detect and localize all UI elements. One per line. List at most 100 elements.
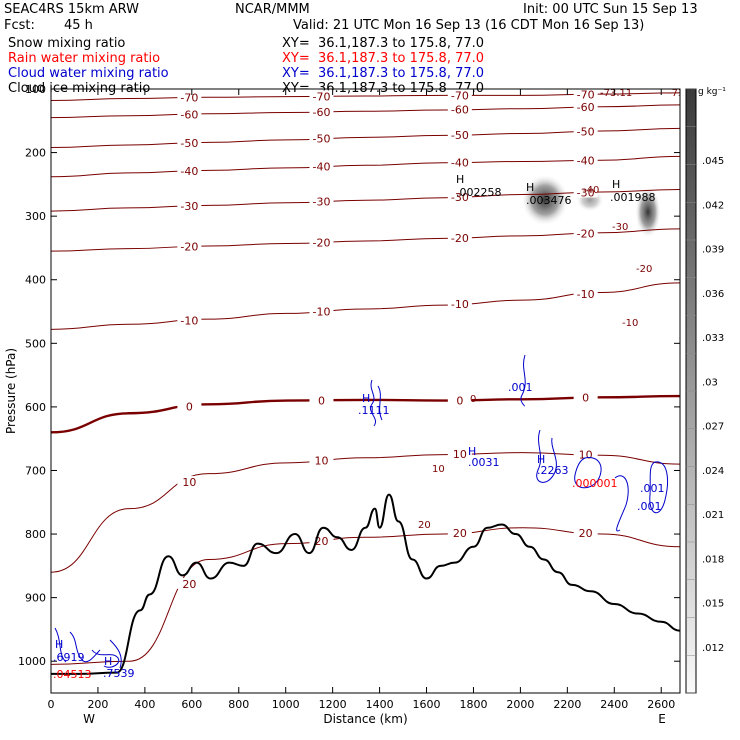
terrain [51, 493, 680, 675]
field-annotation: .001 [508, 381, 533, 394]
contour-label-extra: -40 [583, 185, 599, 196]
y-tick-label: 600 [25, 401, 46, 414]
field-annotation: H [612, 178, 620, 191]
field-annotation: H [55, 638, 63, 651]
contour-label-bg [177, 400, 202, 412]
contour-label: -60 [180, 108, 198, 121]
x-tick-label: 2000 [506, 698, 534, 711]
endpoint-right: E [658, 712, 666, 726]
field-annotation: .000001 [572, 477, 618, 490]
field-annotation: .2263 [537, 464, 569, 477]
center-title: NCAR/MMM [235, 2, 310, 17]
colorbar-tick-label: .033 [702, 333, 724, 344]
contour-label-bg [177, 108, 202, 120]
endpoint-left: W [83, 712, 95, 726]
contour-label: 20 [579, 527, 593, 540]
contour-label: -30 [451, 191, 469, 204]
contour-label-bg [573, 448, 598, 460]
colorbar-tick-label: .018 [702, 554, 724, 565]
contour-label-bg [573, 89, 598, 100]
forecast-label: Fcst: [4, 18, 35, 33]
contour-label: -50 [451, 129, 469, 142]
y-tick-label: 300 [25, 210, 46, 223]
contour-label: -70 [577, 88, 595, 101]
contour-label: 10 [182, 476, 196, 489]
field-annotation: .001 [637, 500, 662, 513]
contour-label-bg [573, 125, 598, 137]
contour-label: -50 [180, 137, 198, 150]
contour-label-bg [447, 394, 472, 406]
contour-label: 0 [318, 394, 325, 407]
contour-label-bg [309, 454, 334, 466]
contour-label-bg [447, 191, 472, 203]
contour-label-extra: -30 [612, 222, 628, 233]
field-annotation: .002258 [456, 186, 502, 199]
contour-label: -70 [180, 92, 198, 105]
contour-label-bg [177, 91, 202, 103]
colorbar-tick-label: .036 [702, 289, 724, 300]
x-tick-label: 600 [181, 698, 202, 711]
colorbar-tick-label: .03 [702, 377, 718, 388]
y-axis-label: Pressure (hPa) [4, 348, 18, 434]
colorbar-tick-label: .012 [702, 643, 724, 654]
contour-label-bg [309, 132, 334, 144]
contour-label-bg [177, 476, 202, 488]
contour-label: -40 [577, 154, 595, 167]
field-annotation: H [537, 453, 545, 466]
y-tick-label: 1000 [18, 655, 46, 668]
field-annotation: .04513 [53, 668, 92, 681]
contour-label: -10 [180, 314, 198, 327]
contour-label: -50 [577, 125, 595, 138]
colorbar: .045 .042 .039 .036 .033 .03 .027 .024 .021 .018.… [685, 87, 726, 694]
x-tick-label: 400 [134, 698, 155, 711]
contour-label-bg [447, 298, 472, 310]
field-cloud-water: Cloud water mixing ratio [8, 66, 169, 81]
field-annotation: .003476 [526, 194, 572, 207]
contour-20 [51, 527, 680, 665]
contour-label-extra: 20 [418, 520, 431, 531]
field-snow: Snow mixing ratio [8, 36, 126, 51]
contour-label: -30 [312, 196, 330, 209]
y-tick-label-top: 100 [25, 83, 46, 96]
x-tick-label: 0 [48, 698, 55, 711]
field-annotation: H [104, 655, 112, 668]
y-tick-label: 500 [25, 337, 46, 350]
x-tick-label: 2600 [647, 698, 675, 711]
field-annotation: .001988 [610, 191, 656, 204]
field-rain: Rain water mixing ratio [8, 51, 161, 66]
valid-time: Valid: 21 UTC Mon 16 Sep 13 (16 CDT Mon … [293, 18, 645, 33]
colorbar-tick-label: .042 [702, 200, 724, 211]
contour-label: 20 [314, 535, 328, 548]
contour-label: -30 [180, 200, 198, 213]
contour-label-bg [573, 101, 598, 113]
field-snow-xy: XY= 36.1,187.3 to 175.8, 77.0 [282, 36, 485, 51]
contour-label: -20 [451, 232, 469, 245]
contour-label-bg [309, 236, 334, 248]
contour-label-bg [309, 160, 334, 172]
contour-label: 20 [453, 527, 467, 540]
colorbar-tick-label: .045 [702, 156, 724, 167]
contour-label-bg [309, 305, 334, 317]
contour-label: -30 [577, 187, 595, 200]
cloud-water-contours [54, 354, 668, 669]
contour-label-bg [447, 448, 472, 460]
contour-label: 0 [456, 394, 463, 407]
temperature-contours: -70 -70 -70 -70-60 -60 -60 -60-50 -50 -50 -50-40-… [51, 88, 680, 665]
colorbar-tick-label: .039 [702, 245, 724, 256]
field-annotation: H [456, 173, 464, 186]
contour-label: -40 [180, 165, 198, 178]
field-cloud-water-xy: XY= 36.1,187.3 to 175.8, 77.0 [282, 66, 485, 81]
x-tick-label: 1200 [319, 698, 347, 711]
x-tick-label: 2400 [600, 698, 628, 711]
y-tick-label: 800 [25, 528, 46, 541]
contour-label-bg [309, 195, 334, 207]
contour-label-extra: -73.11 [600, 88, 632, 99]
contour-0 [51, 394, 680, 434]
contour-label-extra: 0 [470, 394, 476, 405]
y-tick-label: 900 [25, 592, 46, 605]
contour-label: 20 [182, 578, 196, 591]
contour-label-bg [177, 240, 202, 252]
colorbar-unit: g kg⁻¹ [698, 87, 726, 97]
x-tick-label: 200 [87, 698, 108, 711]
